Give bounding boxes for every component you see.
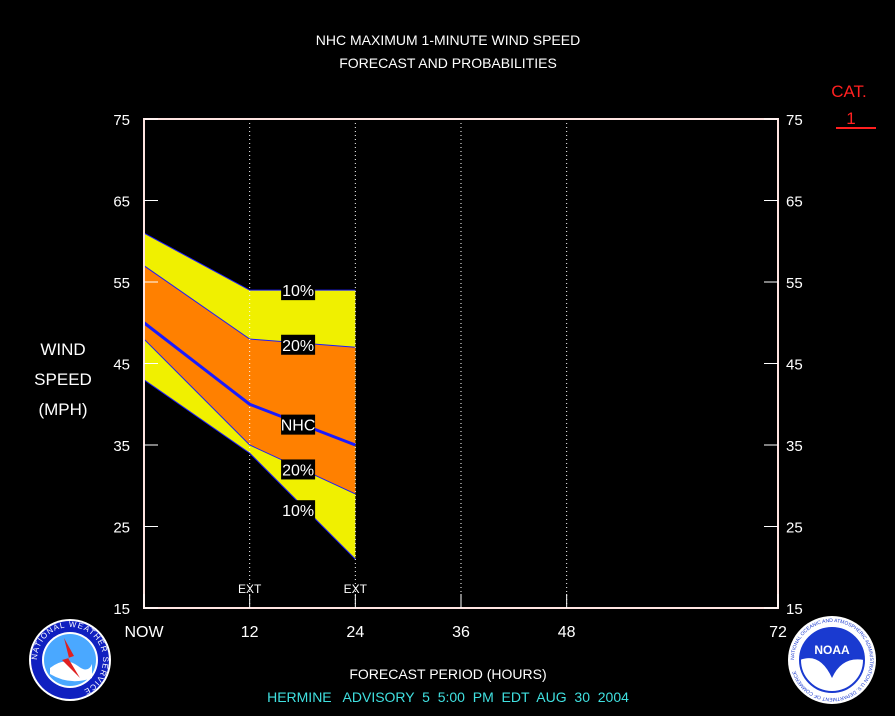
lower-10-edge — [143, 379, 356, 560]
y-tick-label-right-15: 15 — [786, 601, 803, 618]
band-label-2: NHC — [281, 418, 316, 435]
lower-20-edge — [143, 338, 356, 495]
y-axis-label-line-2: SPEED — [34, 370, 92, 389]
y-tick-label-left-15: 15 — [113, 601, 130, 618]
band-label-box-1 — [281, 334, 316, 355]
y-axis-ticks: 15 15 25 25 35 35 45 45 55 55 65 65 75 75 — [113, 112, 802, 618]
x-tick-label-NOW: NOW — [124, 624, 164, 641]
forecast-line-group — [143, 321, 356, 447]
y-tick-label-right-65: 65 — [786, 194, 803, 211]
y-tick-label-right-55: 55 — [786, 275, 803, 292]
y-tick-label-left-55: 55 — [113, 275, 130, 292]
y-tick-label-left-35: 35 — [113, 438, 130, 455]
probability-bands — [143, 232, 356, 560]
band-label-box-0 — [281, 280, 316, 301]
x-tick-label-24: 24 — [346, 624, 364, 641]
noaa-badge: NOAA — [814, 643, 850, 657]
chart-subtitle: FORECAST AND PROBABILITIES — [339, 55, 557, 71]
x-tick-label-12: 12 — [241, 624, 259, 641]
band-label-box-2 — [281, 414, 316, 435]
band-label-0: 10% — [282, 283, 314, 300]
ext-marker-12: EXT — [238, 582, 262, 596]
y-tick-label-right-75: 75 — [786, 112, 803, 129]
upper-10-edge — [143, 232, 356, 291]
band-label-3: 20% — [282, 462, 314, 479]
chart-title: NHC MAXIMUM 1-MINUTE WIND SPEED — [316, 32, 580, 48]
y-tick-label-right-35: 35 — [786, 438, 803, 455]
y-tick-label-left-75: 75 — [113, 112, 130, 129]
band-labels: 10% 20% NHC 20% 10% — [281, 280, 316, 521]
x-tick-label-72: 72 — [769, 624, 787, 641]
y-tick-label-left-65: 65 — [113, 194, 130, 211]
x-tick-label-36: 36 — [452, 624, 470, 641]
category-value: 1 — [846, 109, 855, 128]
band-label-4: 10% — [282, 503, 314, 520]
y-tick-label-left-25: 25 — [113, 520, 130, 537]
y-axis-label-line-1: WIND — [40, 340, 85, 359]
ext-markers: EXT EXT — [238, 582, 368, 596]
x-tick-label-48: 48 — [558, 624, 576, 641]
y-axis-label-line-3: (MPH) — [38, 400, 87, 419]
band-label-box-3 — [281, 459, 316, 480]
vertical-gridlines — [249, 119, 568, 608]
band-label-1: 20% — [282, 338, 314, 355]
noaa-logo: NOAA NATIONAL OCEANIC AND ATMOSPHERIC AD… — [788, 616, 876, 704]
advisory-footer: HERMINE ADVISORY 5 5:00 PM EDT AUG 30 20… — [267, 689, 629, 705]
x-axis-ticks: NOW 12 24 36 48 72 — [124, 594, 787, 641]
nhc-forecast-line — [143, 321, 356, 447]
nws-logo: NATIONAL WEATHER SERVICE — [29, 619, 111, 701]
y-tick-label-left-45: 45 — [113, 357, 130, 374]
category-label: CAT. — [831, 82, 867, 101]
band-label-box-4 — [281, 500, 316, 521]
ext-marker-24: EXT — [344, 582, 368, 596]
y-tick-label-right-45: 45 — [786, 357, 803, 374]
x-axis-label: FORECAST PERIOD (HOURS) — [349, 666, 546, 682]
y-tick-label-right-25: 25 — [786, 520, 803, 537]
